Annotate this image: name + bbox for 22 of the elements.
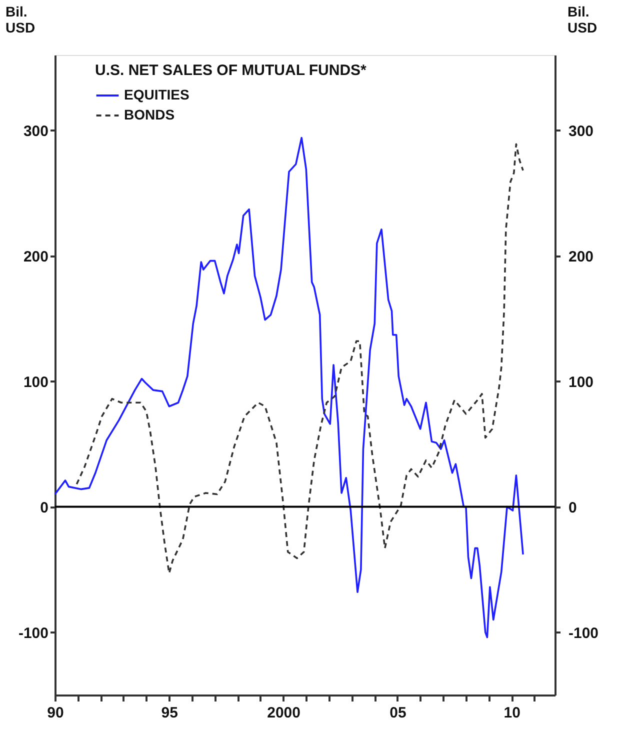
text: U.S. NET SALES OF MUTUAL FUNDS* xyxy=(95,62,367,79)
y-tick-label: -100 xyxy=(18,624,48,642)
y-tick-label: 0 xyxy=(40,499,48,516)
line-series xyxy=(76,143,524,574)
y-tick-label: 300 xyxy=(23,122,48,140)
x-tick-label: 2000 xyxy=(267,704,300,722)
y2-axis-title: Bil. USD xyxy=(568,4,598,36)
x-tick-label: 05 xyxy=(390,704,406,722)
y2-tick-label: 0 xyxy=(568,499,577,516)
line-series xyxy=(54,136,524,638)
y-axis-title: Bil. USD xyxy=(6,4,36,36)
x-tick-label: 90 xyxy=(47,704,64,722)
y2-tick-label: 200 xyxy=(568,248,594,266)
legend-label: EQUITIES xyxy=(124,86,190,102)
y2-tick-label: 100 xyxy=(568,374,594,391)
x-tick-label: 10 xyxy=(504,704,520,722)
legend-label: BONDS xyxy=(124,106,175,122)
y-tick-label: 200 xyxy=(23,248,48,266)
y2-tick-label: -100 xyxy=(568,624,599,642)
x-tick-label: 95 xyxy=(161,704,178,722)
y2-tick-label: 300 xyxy=(568,122,594,140)
y-tick-label: 100 xyxy=(23,374,48,391)
